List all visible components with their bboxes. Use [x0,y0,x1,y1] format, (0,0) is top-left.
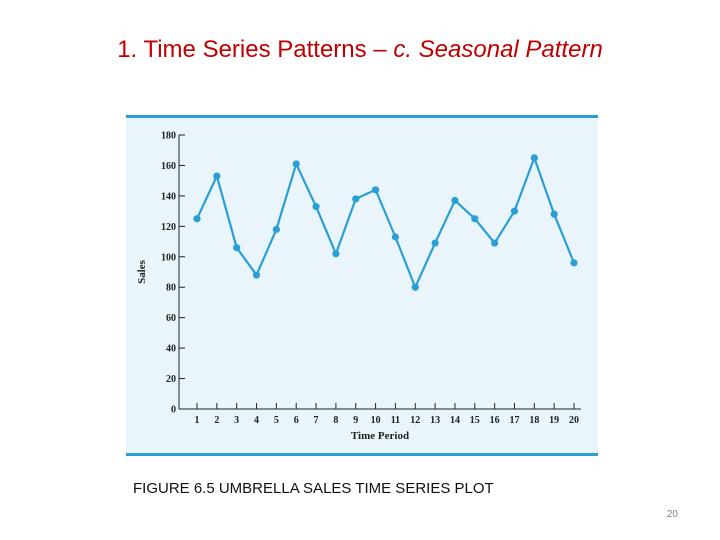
x-tick-label: 12 [410,415,420,426]
y-tick-label: 100 [161,252,176,263]
data-point [352,195,360,203]
data-point [272,225,280,233]
figure-caption: FIGURE 6.5 UMBRELLA SALES TIME SERIES PL… [133,480,494,497]
y-axis-title: Sales [136,259,148,284]
x-axis-title: Time Period [351,430,409,442]
y-tick-label: 140 [161,191,176,202]
x-tick-label: 19 [549,415,559,426]
x-tick-label: 14 [450,415,460,426]
data-point [530,154,538,162]
page-number: 20 [666,509,678,520]
x-tick-label: 8 [333,415,338,426]
y-tick-label: 80 [166,283,176,294]
data-point [451,196,459,205]
x-tick-label: 10 [371,415,381,426]
figure-panel: 0 20 40 60 80 100 120 140 160 180 1 2 3 4 5 6 7 8 9 10 11 12 1… [126,115,598,456]
data-point [471,215,479,223]
y-tick-label: 60 [166,313,176,324]
data-point [491,239,499,247]
series-line [196,156,576,289]
x-tick-label: 3 [234,415,239,426]
data-point [411,283,419,291]
y-tick-label: 0 [171,405,176,416]
data-point [332,250,340,258]
x-tick-label: 4 [254,415,259,426]
x-tick-label: 17 [509,415,519,426]
x-tick-label: 5 [274,415,279,426]
data-point [312,202,320,211]
y-tick-label: 120 [161,222,176,233]
data-point [292,160,300,168]
data-point [233,244,241,252]
y-tick-label: 20 [166,374,176,385]
data-point [510,207,519,215]
x-tick-label: 11 [391,415,400,426]
x-tick-label: 1 [195,415,200,426]
data-point [252,271,261,279]
data-point [570,259,578,267]
x-tick-label: 20 [569,415,579,426]
data-point [431,239,439,247]
x-tick-label: 18 [529,415,539,426]
y-tick-label: 160 [161,161,176,172]
data-point [391,233,400,241]
slide-title-main: 1. Time Series Patterns – [117,36,394,63]
slide-title: 1. Time Series Patterns – c. Seasonal Pa… [0,36,720,64]
x-tick-label: 6 [294,415,299,426]
x-tick-label: 2 [214,415,219,426]
x-tick-label: 7 [314,415,319,426]
data-point [371,186,380,194]
x-tick-label: 16 [490,415,500,426]
y-tick-label: 180 [161,131,176,142]
y-tick-label: 40 [166,344,176,355]
x-tick-label: 15 [470,415,480,426]
slide-title-subtitle: c. Seasonal Pattern [393,36,603,63]
x-tick-label: 9 [353,415,358,426]
data-point [193,215,201,223]
x-tick-label: 13 [430,415,440,426]
data-point [213,172,221,180]
data-point [550,210,558,218]
